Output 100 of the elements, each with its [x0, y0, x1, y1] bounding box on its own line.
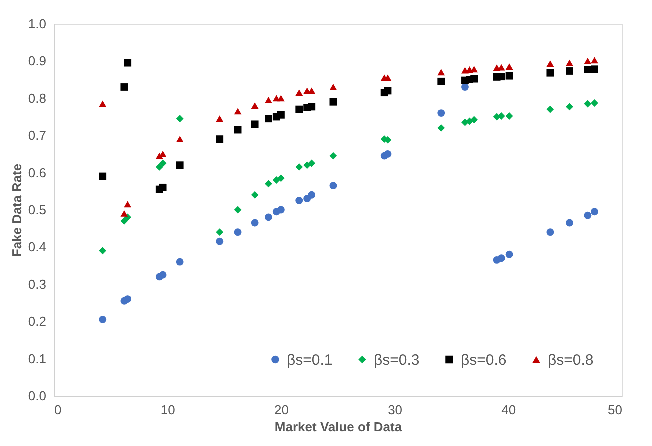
point	[216, 136, 224, 144]
point	[124, 296, 132, 303]
legend-label: βs=0.8	[548, 352, 594, 369]
point	[438, 124, 446, 132]
point	[264, 115, 272, 123]
point	[264, 214, 272, 222]
point	[99, 172, 107, 180]
point	[159, 184, 167, 192]
y-tick-label: 0.2	[28, 314, 46, 330]
point	[308, 103, 316, 111]
point	[498, 254, 506, 262]
y-tick-label: 0.6	[28, 165, 46, 180]
point	[584, 58, 592, 64]
point	[99, 247, 107, 255]
point	[566, 68, 574, 75]
y-tick-label: 0.9	[28, 54, 46, 69]
point	[330, 84, 338, 90]
point	[176, 162, 184, 170]
point	[234, 206, 242, 214]
point	[546, 69, 554, 77]
legend-label: βs=0.6	[461, 352, 507, 369]
point	[234, 228, 242, 236]
point	[272, 176, 280, 184]
y-tick-label: 0.0	[28, 388, 46, 404]
x-tick-label: 10	[160, 402, 176, 418]
point	[308, 160, 316, 168]
point	[498, 73, 506, 81]
point	[124, 59, 132, 67]
point	[591, 57, 598, 64]
point	[470, 116, 478, 124]
y-tick-label: 0.8	[28, 90, 46, 106]
point	[470, 66, 478, 73]
point	[277, 206, 285, 214]
point	[264, 180, 272, 188]
point	[120, 210, 128, 217]
point	[584, 100, 592, 108]
point	[296, 90, 304, 96]
point	[216, 238, 224, 246]
point	[176, 136, 184, 143]
point	[330, 182, 338, 190]
point	[546, 106, 554, 114]
point	[156, 164, 164, 171]
point	[277, 95, 285, 102]
point	[330, 98, 338, 106]
y-tick-label: 0.3	[28, 276, 46, 292]
point	[216, 228, 224, 236]
point	[384, 74, 392, 82]
point	[234, 108, 242, 115]
point	[591, 66, 598, 74]
point	[591, 208, 598, 216]
point	[120, 217, 128, 225]
point	[438, 69, 446, 76]
point	[438, 78, 446, 86]
point	[264, 97, 272, 104]
point	[308, 88, 316, 94]
point	[506, 72, 514, 80]
point	[384, 150, 392, 158]
point	[99, 316, 107, 324]
legend-label: βs=0.1	[287, 352, 333, 369]
point	[124, 201, 132, 208]
point	[470, 75, 478, 83]
point	[296, 106, 304, 114]
y-tick-label: 0.7	[28, 128, 46, 144]
point	[462, 84, 469, 91]
point	[296, 164, 304, 171]
y-tick-label: 0.1	[28, 351, 46, 366]
point	[546, 228, 554, 236]
point	[584, 212, 592, 220]
point	[251, 219, 259, 227]
x-tick-label: 40	[502, 402, 516, 418]
point	[330, 152, 338, 160]
point	[308, 191, 316, 199]
point	[566, 219, 574, 227]
point	[159, 271, 167, 279]
x-tick-label: 0	[54, 402, 62, 418]
y-tick-label: 0.4	[28, 240, 46, 255]
point	[176, 258, 184, 266]
x-tick-label: 20	[274, 402, 289, 418]
point	[438, 110, 446, 117]
point	[216, 116, 224, 122]
point	[277, 111, 285, 119]
point	[251, 191, 259, 199]
point	[506, 64, 514, 70]
y-tick-label: 1.0	[28, 16, 46, 32]
point	[506, 250, 514, 258]
x-axis-title: Market Value of Data	[274, 420, 403, 434]
y-tick-label: 0.5	[28, 202, 46, 218]
point	[251, 102, 259, 110]
point	[251, 120, 259, 128]
x-tick-label: 30	[388, 402, 403, 418]
point	[566, 103, 574, 111]
x-tick-label: 50	[608, 402, 622, 418]
point	[120, 84, 128, 91]
point	[584, 66, 592, 74]
point	[498, 112, 506, 120]
y-axis-title: Fake Data Rate	[9, 164, 24, 258]
point	[566, 60, 574, 66]
point	[99, 100, 107, 108]
point	[304, 162, 312, 170]
point	[296, 197, 304, 204]
